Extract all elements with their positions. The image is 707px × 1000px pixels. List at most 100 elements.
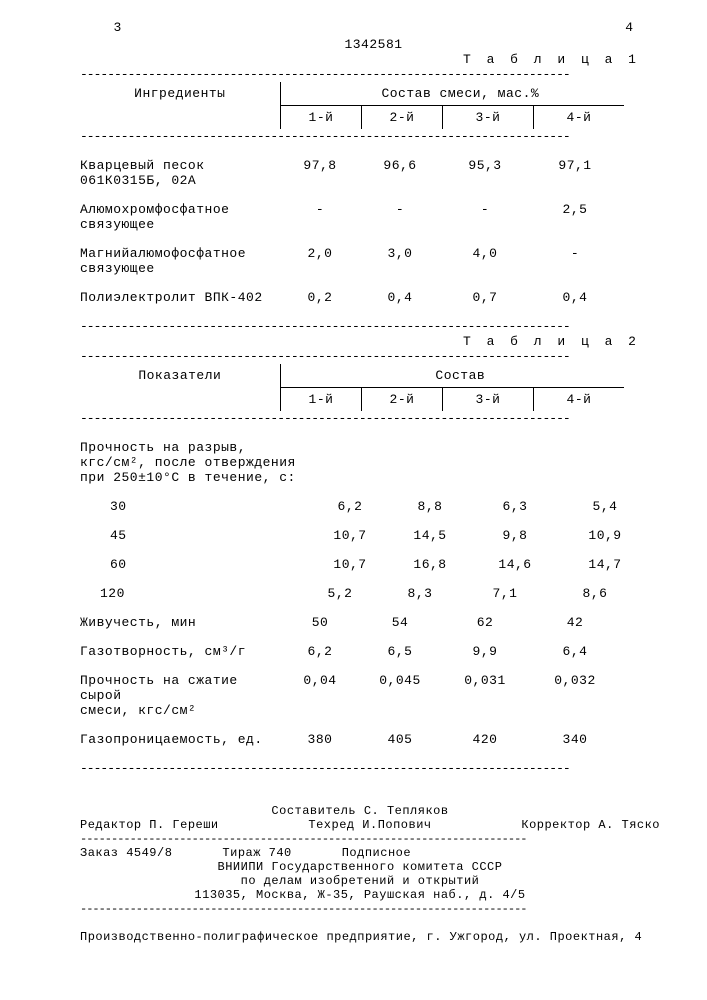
corrector: Корректор А. Тяско (521, 818, 660, 832)
cell: 10,9 (560, 528, 650, 543)
col3: 3-й (442, 105, 533, 129)
row-label: Газотворность, см³/г (80, 644, 280, 659)
order: Заказ 4549/8 (80, 846, 172, 860)
table2-header: Показатели Состав (80, 364, 640, 387)
compiler: Составитель С. Тепляков (80, 804, 640, 818)
row-label: 30 (80, 499, 310, 514)
page-numbers: 3 4 (114, 20, 634, 35)
cell: 97,8 (280, 158, 360, 173)
cell: 8,8 (390, 499, 470, 514)
divider: ----------------------------------------… (80, 832, 660, 846)
cell: 6,2 (280, 644, 360, 659)
row-label: Полиэлектролит ВПК-402 (80, 290, 280, 305)
table-row: 120 5,2 8,3 7,1 8,6 (80, 586, 640, 601)
cell: 2,5 (530, 202, 620, 217)
addr: 113035, Москва, Ж-35, Раушская наб., д. … (80, 888, 640, 902)
sign: Подписное (342, 846, 411, 860)
table-row: Газопроницаемость, ед. 380 405 420 340 (80, 732, 640, 747)
row-label: 120 (80, 586, 300, 601)
cell: 6,5 (360, 644, 440, 659)
cell: 5,4 (560, 499, 650, 514)
cell: 4,0 (440, 246, 530, 261)
table-row: 45 10,7 14,5 9,8 10,9 (80, 528, 640, 543)
doc-number: 1342581 (114, 37, 634, 52)
cell: 380 (280, 732, 360, 747)
cell: 340 (530, 732, 620, 747)
cell: 0,045 (360, 673, 440, 688)
table-row: Прочность на сжатие сырой смеси, кгс/см²… (80, 673, 640, 718)
row-label: Алюмохромфосфатное связующее (80, 202, 280, 232)
row-label: Магнийалюмофосфатное связующее (80, 246, 280, 276)
cell: 0,2 (280, 290, 360, 305)
row-label: Газопроницаемость, ед. (80, 732, 280, 747)
cell: - (360, 202, 440, 217)
org1: ВНИИПИ Государственного комитета СССР (80, 860, 640, 874)
cell: 97,1 (530, 158, 620, 173)
table-row: 60 10,7 16,8 14,6 14,7 (80, 557, 640, 572)
section-label: Прочность на разрыв, кгс/см², после отве… (80, 440, 640, 485)
cell: 7,1 (460, 586, 550, 601)
cell: 6,3 (470, 499, 560, 514)
table1-title: Т а б л и ц а 1 (80, 52, 640, 67)
col1: 1-й (280, 105, 361, 129)
cell: 405 (360, 732, 440, 747)
cell: 0,04 (280, 673, 360, 688)
cell: 2,0 (280, 246, 360, 261)
cell: 9,8 (470, 528, 560, 543)
cell: 54 (360, 615, 440, 630)
cell: 16,8 (390, 557, 470, 572)
row-label: Прочность на сжатие сырой смеси, кгс/см² (80, 673, 280, 718)
table-row: Кварцевый песок 061К0315Б, 02А 97,8 96,6… (80, 158, 640, 188)
hdr-group: Состав смеси, мас.% (280, 82, 640, 105)
row-label: Кварцевый песок 061К0315Б, 02А (80, 158, 280, 188)
page-left: 3 (114, 20, 122, 35)
table-row: Алюмохромфосфатное связующее - - - 2,5 (80, 202, 640, 232)
editor: Редактор П. Гереши (80, 818, 219, 832)
hdr-indicators: Показатели (138, 368, 221, 383)
hdr-ingredients: Ингредиенты (134, 86, 225, 101)
divider: ----------------------------------------… (80, 411, 640, 426)
table-row: Магнийалюмофосфатное связующее 2,0 3,0 4… (80, 246, 640, 276)
col3: 3-й (442, 387, 533, 411)
cell: 10,7 (310, 557, 390, 572)
row-label: 60 (80, 557, 310, 572)
cell: 8,6 (550, 586, 640, 601)
cell: 50 (280, 615, 360, 630)
cell: - (280, 202, 360, 217)
table2-title: Т а б л и ц а 2 (80, 334, 640, 349)
cell: 3,0 (360, 246, 440, 261)
col2: 2-й (361, 105, 442, 129)
col1: 1-й (280, 387, 361, 411)
divider: ----------------------------------------… (80, 349, 640, 364)
hdr-group: Состав (280, 364, 640, 387)
col2: 2-й (361, 387, 442, 411)
row-label: 45 (80, 528, 310, 543)
table-row: 30 6,2 8,8 6,3 5,4 (80, 499, 640, 514)
divider: ----------------------------------------… (80, 761, 640, 776)
cell: - (440, 202, 530, 217)
cell: 0,031 (440, 673, 530, 688)
cell: 14,7 (560, 557, 650, 572)
cell: 62 (440, 615, 530, 630)
cell: 96,6 (360, 158, 440, 173)
table2-cols: 1-й 2-й 3-й 4-й (80, 387, 640, 411)
tiraj: Тираж 740 (222, 846, 291, 860)
table-row: Газотворность, см³/г 6,2 6,5 9,9 6,4 (80, 644, 640, 659)
divider: ----------------------------------------… (80, 67, 640, 82)
cell: 6,4 (530, 644, 620, 659)
footer: Составитель С. Тепляков Редактор П. Гере… (80, 804, 667, 944)
cell: 95,3 (440, 158, 530, 173)
cell: 14,6 (470, 557, 560, 572)
sec1-label: Прочность на разрыв, кгс/см², после отве… (80, 440, 640, 485)
cell: 8,3 (380, 586, 460, 601)
page-right: 4 (625, 20, 633, 35)
cell: - (530, 246, 620, 261)
table-row: Полиэлектролит ВПК-402 0,2 0,4 0,7 0,4 (80, 290, 640, 305)
cell: 0,7 (440, 290, 530, 305)
cell: 0,032 (530, 673, 620, 688)
table-row: Живучесть, мин 50 54 62 42 (80, 615, 640, 630)
cell: 42 (530, 615, 620, 630)
org2: по делам изобретений и открытий (80, 874, 640, 888)
divider: ----------------------------------------… (80, 129, 640, 144)
cell: 0,4 (360, 290, 440, 305)
